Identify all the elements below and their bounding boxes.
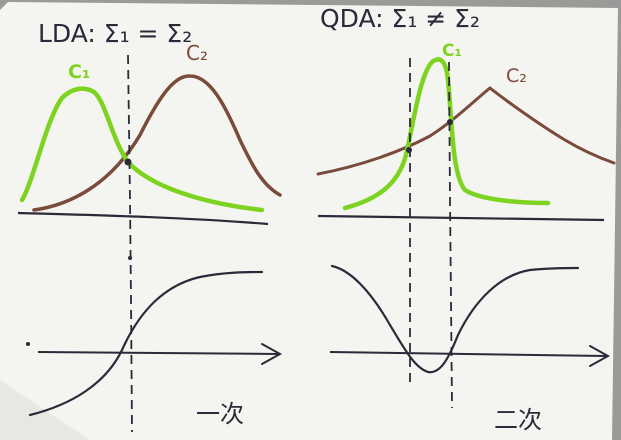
lda-boundary-dot [128, 256, 132, 260]
qda-quadratic-discriminant-curve [330, 264, 580, 374]
qda-intersection-point-right [447, 119, 453, 125]
qda-class1-label: C₁ [442, 41, 462, 61]
qda-panel: QDA: Σ₁ ≠ Σ₂ C₁ C₂ 二次 [316, 4, 616, 434]
lda-title: LDA: Σ₁ = Σ₂ [38, 19, 192, 48]
lda-class2-curve [32, 74, 282, 212]
lda-density-axis [17, 211, 269, 226]
qda-posterior-axis [329, 351, 607, 357]
qda-title: QDA: Σ₁ ≠ Σ₂ [320, 4, 480, 33]
qda-density-axis [317, 214, 605, 222]
qda-class2-curve [316, 86, 616, 176]
qda-class1-curve [342, 57, 551, 211]
lda-class1-label: C₁ [68, 61, 90, 83]
lda-decision-boundary [127, 54, 133, 433]
qda-bottom-note: 二次 [494, 406, 542, 434]
lda-stray-dot [26, 342, 30, 346]
lda-panel: LDA: Σ₁ = Σ₂ C₁ C₂ 一次 [17, 19, 283, 433]
lda-intersection-point [124, 158, 132, 166]
lda-class1-curve [19, 86, 265, 213]
lda-linear-discriminant-curve [28, 270, 264, 417]
lda-class2-label: C₂ [186, 41, 208, 65]
lda-posterior-axis [37, 351, 279, 355]
lda-axis-arrowhead [261, 343, 283, 365]
qda-axis-arrowhead [589, 345, 611, 367]
qda-class2-label: C₂ [506, 65, 527, 87]
qda-intersection-point-left [406, 147, 412, 153]
lda-bottom-note: 一次 [196, 400, 244, 428]
